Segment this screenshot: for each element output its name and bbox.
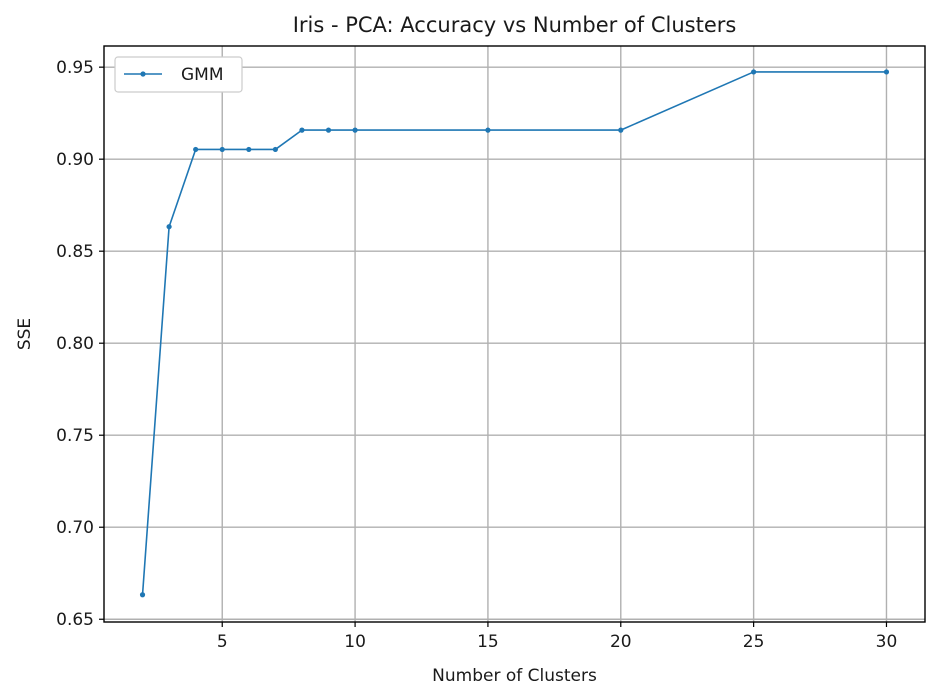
y-tick-label: 0.75 [56, 426, 94, 446]
x-tick-label: 30 [876, 632, 898, 652]
data-point [325, 127, 332, 133]
y-tick-label: 0.70 [56, 518, 94, 538]
plot-frame [103, 45, 926, 623]
grid [104, 46, 925, 622]
data-point [299, 127, 305, 133]
data-point [139, 592, 146, 598]
data-point [193, 146, 199, 153]
y-tick-label: 0.80 [56, 334, 94, 354]
series-line-gmm [141, 71, 887, 595]
legend-label-gmm: GMM [181, 65, 224, 85]
y-axis-label: SSE [15, 318, 35, 350]
x-tick-label: 5 [217, 632, 228, 652]
chart-title: Iris - PCA: Accuracy vs Number of Cluste… [293, 13, 737, 37]
plot-series [139, 69, 890, 598]
x-tick-label: 10 [344, 632, 366, 652]
data-point [272, 146, 278, 153]
legend: GMM [114, 56, 243, 93]
legend-box [114, 56, 243, 93]
x-tick-label: 25 [743, 632, 765, 652]
data-point [751, 69, 757, 75]
x-tick-label: 20 [610, 632, 632, 652]
x-tick-label: 15 [477, 632, 499, 652]
data-point [618, 127, 624, 133]
legend-marker-gmm [140, 71, 146, 77]
x-axis-label: Number of Clusters [432, 666, 597, 686]
y-tick-label: 0.85 [56, 242, 94, 262]
y-tick-label: 0.95 [56, 58, 94, 78]
data-point [166, 224, 172, 230]
data-point [485, 127, 491, 133]
data-point [219, 146, 225, 153]
axis-ticks: 5 10 15 20 25 30 0.65 0.70 0.75 0.80 0.85 0.90 0.95 [56, 58, 897, 652]
data-point [246, 146, 252, 153]
y-tick-label: 0.65 [56, 610, 94, 630]
data-point [352, 127, 358, 133]
y-tick-label: 0.90 [56, 150, 94, 170]
data-point [883, 69, 890, 75]
